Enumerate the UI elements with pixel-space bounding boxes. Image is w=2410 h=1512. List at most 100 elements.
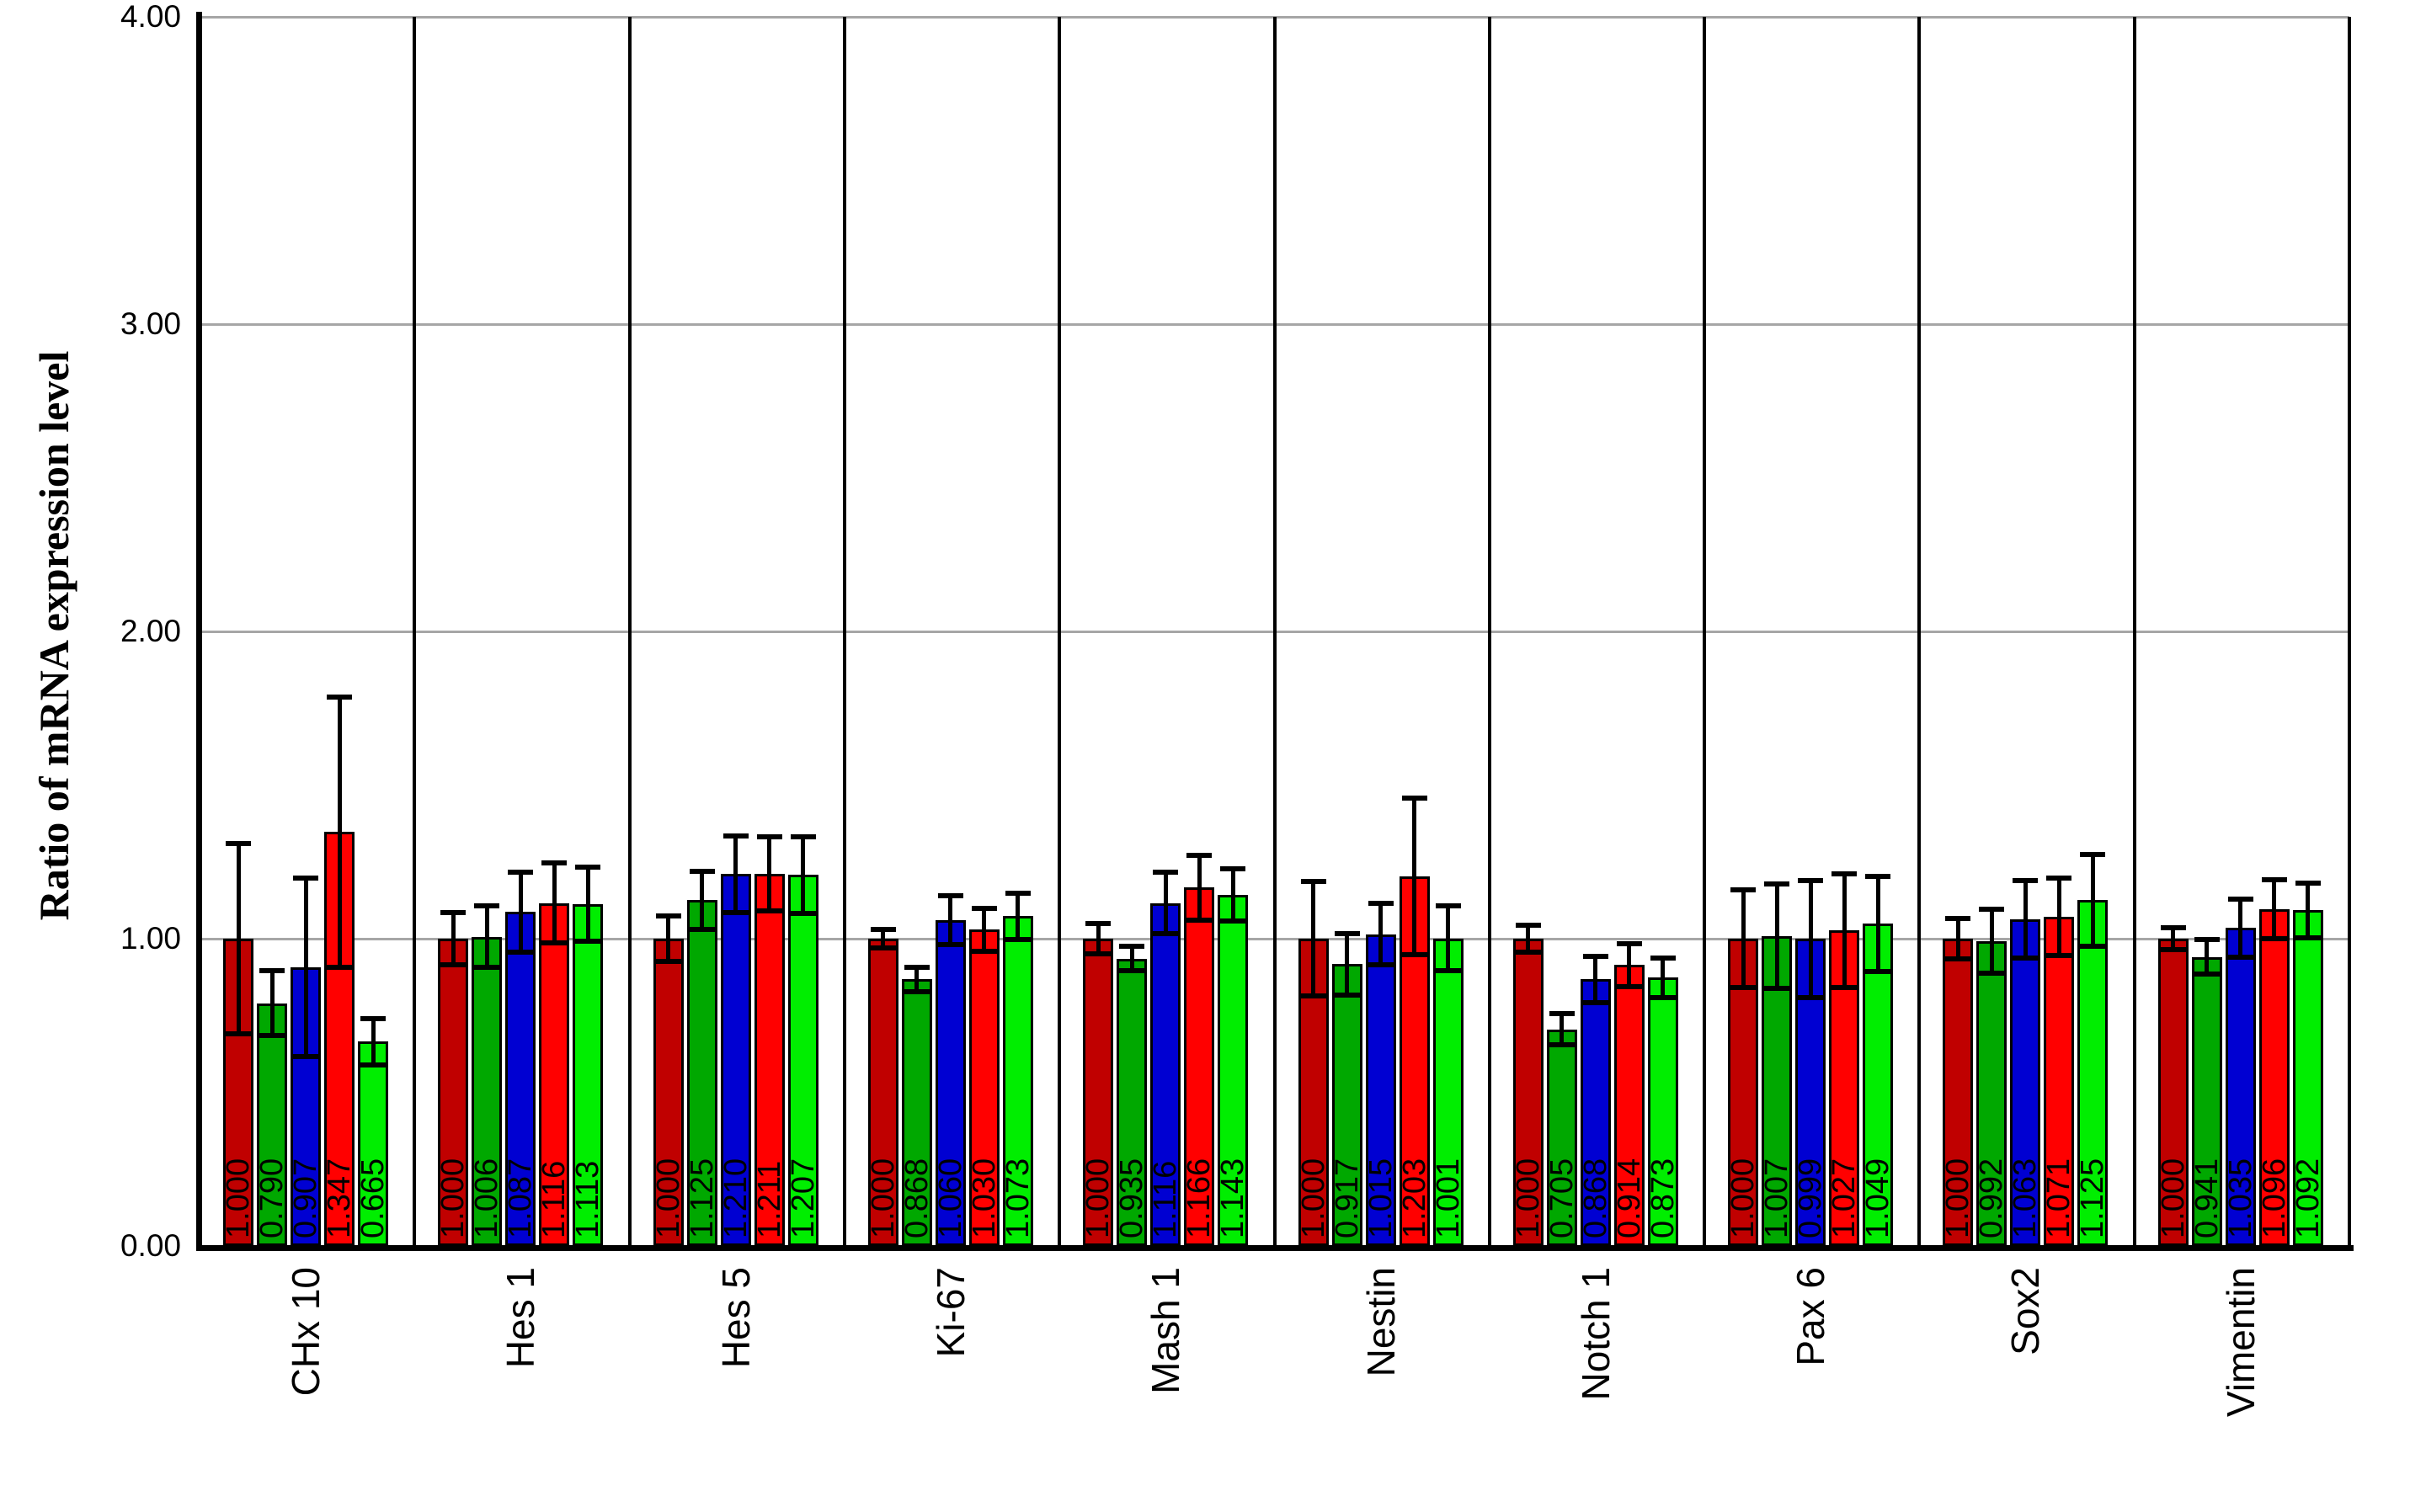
error-bar-cap-top [722,833,749,839]
error-bar-cap-top [2046,876,2072,881]
category-separator [627,17,632,1246]
bar-value-label: 0.999 [1793,1158,1829,1238]
bar [257,1003,287,1246]
bar-value-label: 1.027 [1826,1158,1863,1238]
error-bar-cap-top [1616,940,1642,946]
bar [2157,939,2189,1246]
bar-value-label: 1.000 [865,1158,901,1238]
bar-value-label: 1.000 [435,1158,472,1238]
bar-value-label: 1.000 [1725,1158,1762,1238]
bar [1218,894,1249,1246]
error-bar-cap-top [1085,920,1112,926]
error-bar-cap-bottom [1764,986,1790,992]
bar [539,902,570,1246]
error-bar-cap-top [1334,930,1360,936]
x-category-label: Mash 1 [1144,1267,1188,1394]
error-bar [1230,868,1235,921]
category-separator [413,17,417,1246]
bar-value-label: 0.941 [2189,1158,2225,1238]
error-bar-cap-top [474,903,500,909]
bar [1976,940,2007,1246]
error-bar-cap-bottom [474,965,500,971]
error-bar [1661,957,1666,998]
error-bar [1311,881,1315,996]
error-bar-cap-top [2160,925,2186,931]
error-bar [269,971,275,1036]
bar-value-label: 0.992 [1974,1158,2010,1238]
error-bar-cap-bottom [2227,954,2253,960]
y-tick-label: 2.00 [120,614,181,648]
category-separator [1703,17,1707,1246]
error-bar-cap-bottom [790,911,816,917]
bar-value-label: 1.096 [2256,1158,2292,1238]
error-bar-cap-bottom [1005,936,1031,942]
error-bar-cap-top [1979,906,2005,912]
bar-value-label: 1.030 [966,1158,1002,1238]
category-separator [842,17,846,1246]
error-bar [518,871,523,952]
error-bar [1096,923,1101,955]
bar-value-label: 1.000 [1940,1158,1976,1238]
bar [1150,902,1181,1246]
bar-value-label: 1.000 [1295,1158,1331,1238]
error-bar [371,1018,376,1065]
bar [1943,939,1974,1246]
bar-value-label: 0.705 [1544,1158,1580,1238]
error-bar-cap-top [1435,903,1461,909]
error-bar-cap-bottom [756,908,782,913]
error-bar [1446,906,1450,971]
error-bar-cap-bottom [1798,994,1824,1000]
error-bar [881,929,886,948]
bar-value-label: 1.143 [1215,1158,1251,1238]
error-bar-cap-top [870,927,896,933]
error-bar [552,863,557,944]
bar-value-label: 1.116 [536,1160,573,1238]
bar [1002,916,1033,1246]
error-bar-cap-bottom [226,1031,251,1037]
error-bar [1955,918,1960,959]
error-bar-cap-top [2013,878,2039,884]
error-bar-cap-top [655,913,681,918]
error-bar [1412,797,1416,955]
bar-value-label: 1.063 [2007,1158,2044,1238]
error-bar [700,871,705,929]
category-separator [1487,17,1491,1246]
error-bar-cap-top [1549,1011,1575,1017]
error-bar [1808,881,1813,998]
bar-value-label: 1.207 [785,1158,821,1238]
error-bar-cap-top [1582,953,1608,959]
error-bar-cap-top [541,860,568,866]
error-bar-cap-top [937,892,963,898]
error-bar-cap-bottom [2160,946,2186,952]
bar [2225,928,2256,1246]
bar-value-label: 1.125 [2075,1158,2111,1238]
error-bar-cap-top [1153,870,1179,876]
error-bar-cap-bottom [655,959,681,964]
x-category-label: Notch 1 [1573,1267,1618,1401]
bar [2010,919,2041,1246]
error-bar-cap-bottom [1119,968,1145,974]
error-bar-cap-top [2227,896,2253,902]
bar-value-label: 0.790 [254,1158,290,1238]
category-separator [1917,17,1922,1246]
bar [901,979,932,1246]
error-bar-cap-top [1650,955,1676,961]
error-bar-cap-bottom [689,926,715,932]
error-bar-cap-top [293,876,318,881]
error-bar [236,843,241,1035]
error-bar [1016,892,1021,940]
bar-value-label: 1.000 [650,1158,686,1238]
bar [867,939,898,1246]
bar [1117,958,1148,1246]
x-axis-line [196,1245,2354,1251]
bar [754,873,785,1246]
error-bar-cap-top [2080,851,2106,857]
error-bar-cap-top [226,840,251,846]
bar-value-label: 1.125 [684,1158,720,1238]
error-bar [801,836,806,914]
error-bar-cap-bottom [508,949,534,955]
error-bar [2090,854,2095,947]
error-bar-cap-bottom [440,962,467,968]
